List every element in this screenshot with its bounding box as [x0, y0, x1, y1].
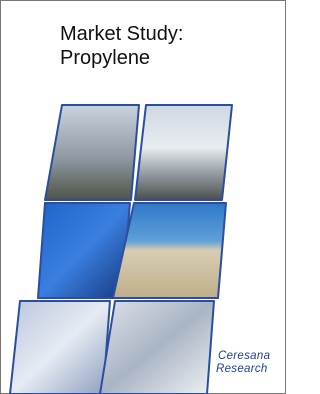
photo-tile: [45, 105, 139, 200]
title-line: Propylene: [60, 47, 150, 69]
photo-tile: [135, 105, 232, 200]
publisher-line: Research: [216, 363, 268, 375]
photo-tile: [100, 301, 214, 394]
publisher-line: Ceresana: [218, 350, 270, 362]
photo-tile: [10, 301, 110, 394]
cover: Market Study: Propylene Ceresana Researc…: [0, 0, 286, 394]
title-line: Market Study:: [60, 23, 183, 45]
photo-tile: [113, 203, 226, 298]
